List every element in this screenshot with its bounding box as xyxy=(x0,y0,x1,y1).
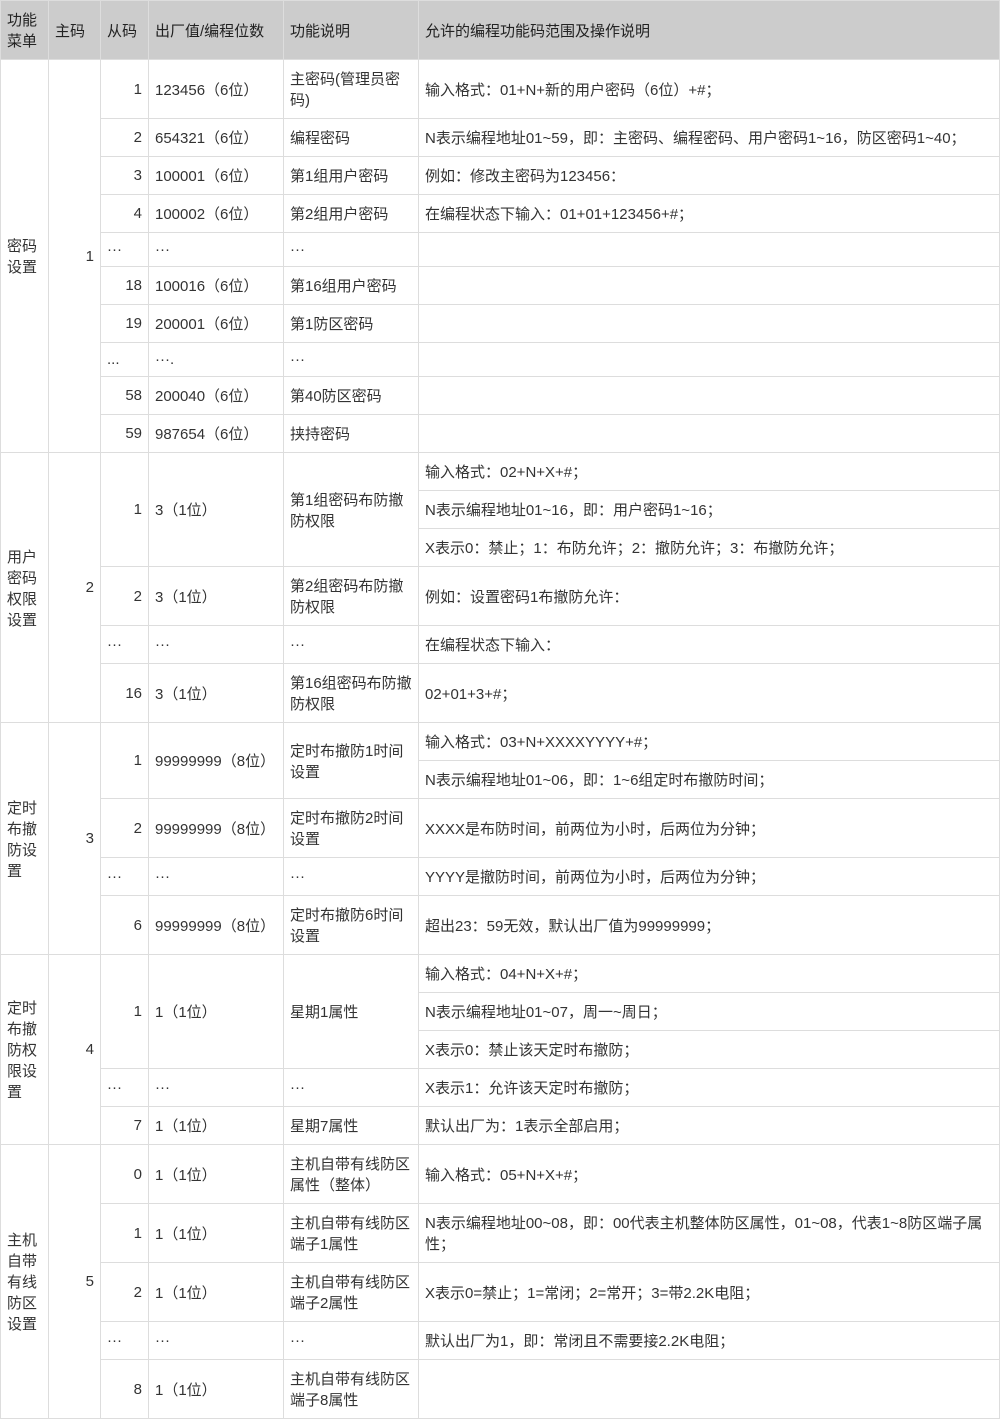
table-row: 用户密码权限设置213（1位）第1组密码布防撤防权限输入格式：02+N+X+#； xyxy=(1,453,1000,491)
table-row: 23（1位）第2组密码布防撤防权限例如：设置密码1布撤防允许： xyxy=(1,567,1000,626)
table-row: ...···.··· xyxy=(1,343,1000,377)
table-row: ·········X表示1：允许该天定时布撤防； xyxy=(1,1069,1000,1107)
header-func: 功能说明 xyxy=(284,1,419,60)
table-row: 59987654（6位）挟持密码 xyxy=(1,415,1000,453)
table-row: 299999999（8位）定时布撤防2时间设置XXXX是布防时间，前两位为小时，… xyxy=(1,799,1000,858)
header-main: 主码 xyxy=(49,1,101,60)
table-row: 19200001（6位）第1防区密码 xyxy=(1,305,1000,343)
table-row: 58200040（6位）第40防区密码 xyxy=(1,377,1000,415)
table-row: 主机自带有线防区设置501（1位）主机自带有线防区属性（整体）输入格式：05+N… xyxy=(1,1145,1000,1204)
header-row: 功能菜单 主码 从码 出厂值/编程位数 功能说明 允许的编程功能码范围及操作说明 xyxy=(1,1,1000,60)
table-row: 4100002（6位）第2组用户密码在编程状态下输入：01+01+123456+… xyxy=(1,195,1000,233)
table-row: ·········默认出厂为1，即：常闭且不需要接2.2K电阻； xyxy=(1,1322,1000,1360)
table-row: 2654321（6位）编程密码N表示编程地址01~59，即：主密码、编程密码、用… xyxy=(1,119,1000,157)
table-row: 18100016（6位）第16组用户密码 xyxy=(1,267,1000,305)
table-row: ·········在编程状态下输入： xyxy=(1,626,1000,664)
table-row: 699999999（8位）定时布撤防6时间设置超出23：59无效，默认出厂值为9… xyxy=(1,896,1000,955)
table-row: ·········YYYY是撤防时间，前两位为小时，后两位为分钟； xyxy=(1,858,1000,896)
table-row: 3100001（6位）第1组用户密码例如：修改主密码为123456： xyxy=(1,157,1000,195)
header-sub: 从码 xyxy=(101,1,149,60)
table-body: 密码设置11123456（6位）主密码(管理员密码)输入格式：01+N+新的用户… xyxy=(1,60,1000,1419)
table-row: 密码设置11123456（6位）主密码(管理员密码)输入格式：01+N+新的用户… xyxy=(1,60,1000,119)
header-value: 出厂值/编程位数 xyxy=(149,1,284,60)
table-row: 71（1位）星期7属性默认出厂为：1表示全部启用； xyxy=(1,1107,1000,1145)
table-row: 163（1位）第16组密码布防撤防权限02+01+3+#； xyxy=(1,664,1000,723)
table-row: 11（1位）主机自带有线防区端子1属性N表示编程地址00~08，即：00代表主机… xyxy=(1,1204,1000,1263)
table-row: 定时布撤防设置3199999999（8位）定时布撤防1时间设置输入格式：03+N… xyxy=(1,723,1000,761)
table-row: 81（1位）主机自带有线防区端子8属性 xyxy=(1,1360,1000,1419)
header-menu: 功能菜单 xyxy=(1,1,49,60)
table-row: 定时布撤防权限设置411（1位）星期1属性输入格式：04+N+X+#； xyxy=(1,955,1000,993)
header-desc: 允许的编程功能码范围及操作说明 xyxy=(419,1,1000,60)
table-row: 21（1位）主机自带有线防区端子2属性X表示0=禁止；1=常闭；2=常开；3=带… xyxy=(1,1263,1000,1322)
table-row: ········· xyxy=(1,233,1000,267)
programming-table: 功能菜单 主码 从码 出厂值/编程位数 功能说明 允许的编程功能码范围及操作说明… xyxy=(0,0,1000,1419)
